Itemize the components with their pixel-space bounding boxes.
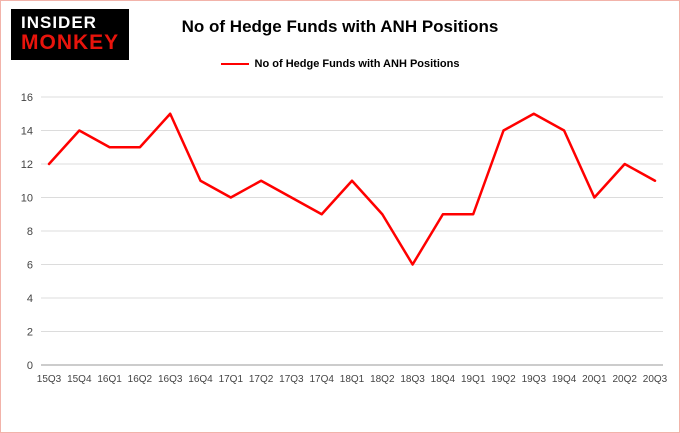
x-tick-label: 16Q3 bbox=[158, 374, 183, 385]
x-tick-label: 19Q4 bbox=[552, 374, 577, 385]
y-tick-label: 0 bbox=[27, 360, 33, 372]
x-tick-label: 17Q2 bbox=[249, 374, 274, 385]
legend-label: No of Hedge Funds with ANH Positions bbox=[254, 58, 460, 71]
x-tick-label: 15Q4 bbox=[67, 374, 92, 385]
series-line bbox=[47, 112, 657, 266]
y-tick-label: 16 bbox=[21, 92, 33, 104]
x-tick-label: 16Q2 bbox=[128, 374, 153, 385]
x-tick-label: 17Q1 bbox=[219, 374, 244, 385]
chart-title: No of Hedge Funds with ANH Positions bbox=[181, 17, 499, 36]
x-tick-label: 18Q1 bbox=[340, 374, 365, 385]
x-tick-label: 18Q4 bbox=[431, 374, 456, 385]
y-tick-label: 12 bbox=[21, 159, 33, 171]
x-tick-label: 20Q1 bbox=[582, 374, 607, 385]
y-tick-label: 10 bbox=[21, 193, 33, 205]
insider-monkey-logo: INSIDER MONKEY bbox=[11, 9, 130, 60]
x-tick-label: 19Q3 bbox=[522, 374, 547, 385]
x-tick-label: 19Q2 bbox=[491, 374, 516, 385]
x-tick-label: 19Q1 bbox=[461, 374, 486, 385]
legend-line-swatch bbox=[220, 63, 249, 66]
x-tick-label: 18Q3 bbox=[400, 374, 425, 385]
legend: No of Hedge Funds with ANH Positions bbox=[1, 58, 679, 70]
x-tick-label: 17Q3 bbox=[279, 374, 304, 385]
x-tick-label: 18Q2 bbox=[370, 374, 395, 385]
y-tick-label: 8 bbox=[27, 226, 33, 238]
y-tick-label: 14 bbox=[21, 126, 33, 138]
logo-monkey-text: MONKEY bbox=[21, 30, 120, 54]
x-tick-label: 16Q4 bbox=[188, 374, 213, 385]
y-tick-label: 6 bbox=[27, 260, 33, 272]
x-tick-label: 15Q3 bbox=[37, 374, 62, 385]
y-tick-label: 2 bbox=[27, 327, 33, 339]
logo-insider-text: INSIDER bbox=[21, 13, 97, 32]
x-tick-label: 16Q1 bbox=[97, 374, 122, 385]
y-tick-label: 4 bbox=[27, 293, 33, 305]
x-tick-label: 20Q3 bbox=[643, 374, 668, 385]
x-tick-label: 17Q4 bbox=[309, 374, 334, 385]
x-tick-label: 20Q2 bbox=[612, 374, 637, 385]
